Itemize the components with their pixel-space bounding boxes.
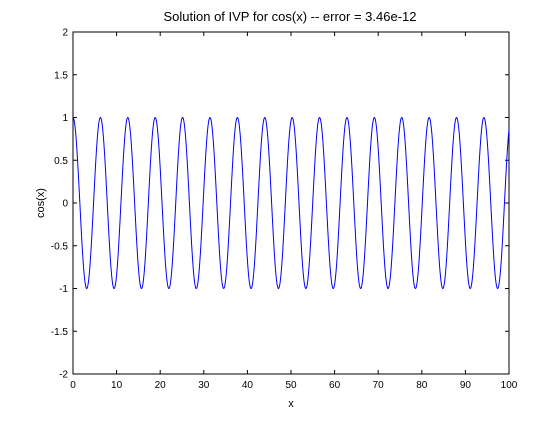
x-tick-label: 50 (285, 380, 297, 391)
y-tick-label: 2 (62, 28, 68, 39)
x-tick-label: 100 (501, 380, 518, 391)
series-line (72, 116, 510, 290)
x-axis-label: x (288, 398, 294, 410)
x-tick-label: 70 (373, 380, 385, 391)
x-tick-label: 60 (329, 380, 341, 391)
chart-title: Solution of IVP for cos(x) -- error = 3.… (163, 9, 416, 24)
x-tick-label: 30 (198, 380, 210, 391)
y-tick-label: -1.5 (51, 327, 69, 338)
y-tick-label: -1 (59, 284, 68, 295)
series-layer (72, 116, 510, 290)
y-tick-label: 1.5 (54, 70, 68, 81)
y-tick-label: 0.5 (54, 156, 68, 167)
x-tick-label: 90 (460, 380, 472, 391)
x-tick-label: 0 (70, 380, 76, 391)
x-tick-label: 40 (242, 380, 254, 391)
y-tick-label: 1 (62, 113, 68, 124)
plot-area (72, 31, 510, 375)
y-tick-label: -0.5 (51, 241, 69, 252)
x-tick-label: 20 (155, 380, 167, 391)
x-axis: 0 10 20 30 40 50 60 70 80 90 100 (70, 32, 518, 391)
x-tick-label: 80 (416, 380, 428, 391)
y-axis-label: cos(x) (35, 188, 47, 218)
x-tick-label: 10 (111, 380, 123, 391)
y-tick-label: -2 (59, 370, 68, 381)
y-tick-label: 0 (62, 199, 68, 210)
